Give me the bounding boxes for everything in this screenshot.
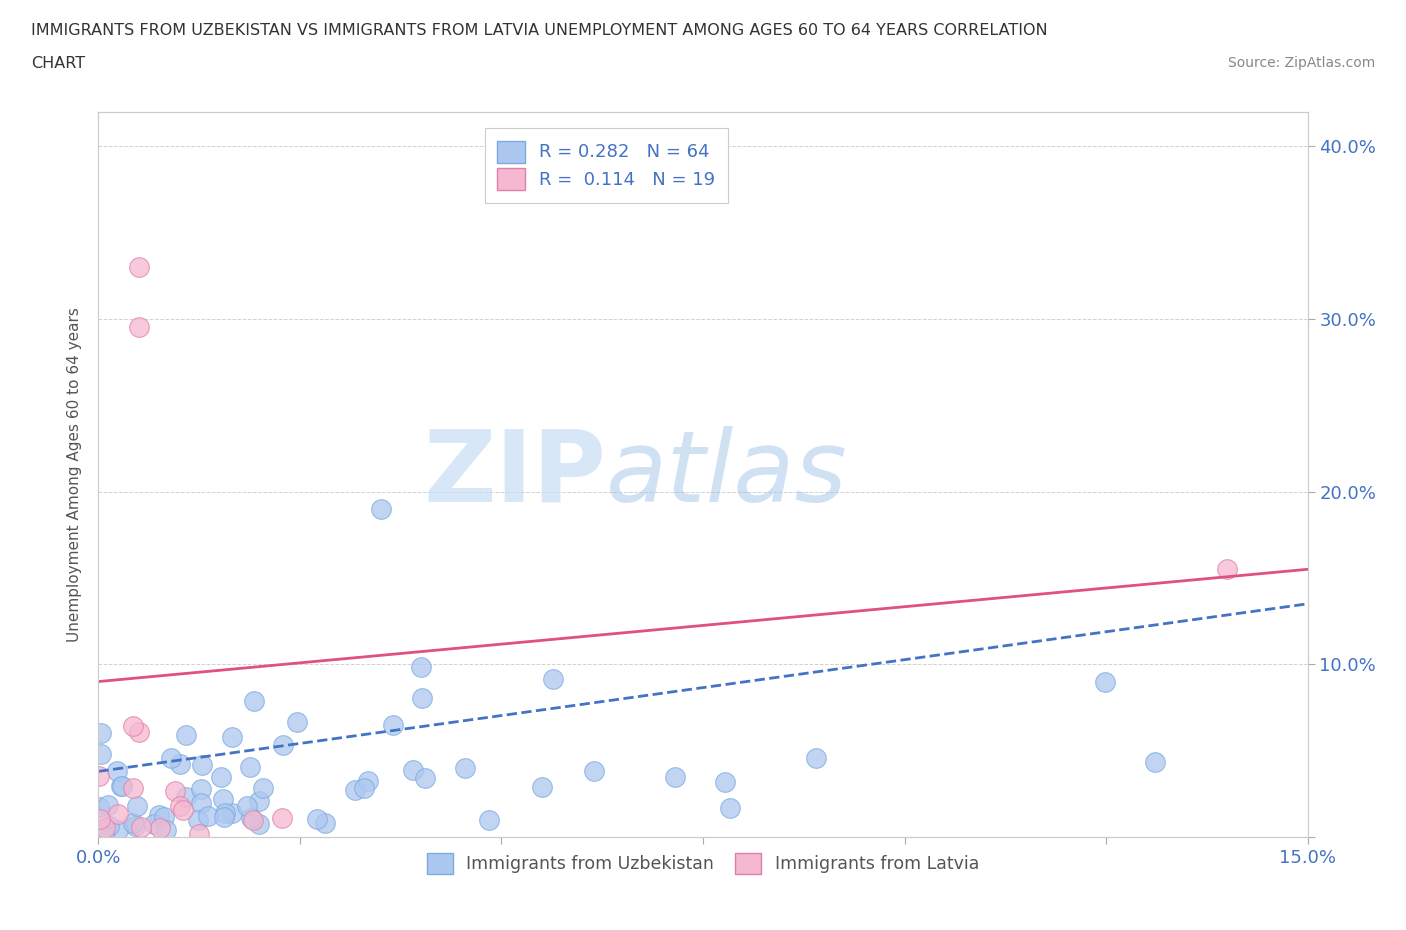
Point [271, 738, 294, 753]
Point [1094, 675, 1116, 690]
Point [105, 764, 128, 778]
Point [411, 691, 433, 706]
Point [148, 807, 170, 822]
Point [172, 802, 194, 817]
Point [582, 764, 605, 778]
Point [1216, 562, 1239, 577]
Point [221, 729, 243, 744]
Point [235, 798, 257, 813]
Point [143, 817, 166, 831]
Point [541, 672, 564, 687]
Point [155, 823, 177, 838]
Point [187, 813, 209, 828]
Point [305, 811, 328, 826]
Point [413, 770, 436, 785]
Point [382, 718, 405, 733]
Point [122, 780, 145, 795]
Text: ZIP: ZIP [423, 426, 606, 523]
Point [107, 806, 129, 821]
Point [174, 790, 197, 804]
Point [169, 798, 191, 813]
Point [128, 320, 150, 335]
Point [122, 719, 145, 734]
Text: atlas: atlas [606, 426, 848, 523]
Point [174, 727, 197, 742]
Point [221, 805, 243, 820]
Point [121, 816, 143, 830]
Point [197, 809, 219, 824]
Y-axis label: Unemployment Among Ages 60 to 64 years: Unemployment Among Ages 60 to 64 years [67, 307, 83, 642]
Point [530, 780, 553, 795]
Point [169, 757, 191, 772]
Point [247, 817, 270, 831]
Point [344, 783, 367, 798]
Point [353, 781, 375, 796]
Point [270, 810, 292, 825]
Point [128, 259, 150, 274]
Point [187, 826, 209, 841]
Point [370, 501, 392, 516]
Point [149, 820, 172, 835]
Text: CHART: CHART [31, 56, 84, 71]
Point [714, 775, 737, 790]
Point [214, 805, 236, 820]
Point [314, 816, 336, 830]
Text: IMMIGRANTS FROM UZBEKISTAN VS IMMIGRANTS FROM LATVIA UNEMPLOYMENT AMONG AGES 60 : IMMIGRANTS FROM UZBEKISTAN VS IMMIGRANTS… [31, 23, 1047, 38]
Text: Source: ZipAtlas.com: Source: ZipAtlas.com [1227, 56, 1375, 70]
Point [128, 724, 150, 739]
Point [93, 828, 115, 843]
Point [664, 769, 686, 784]
Legend: Immigrants from Uzbekistan, Immigrants from Latvia: Immigrants from Uzbekistan, Immigrants f… [418, 844, 988, 883]
Point [190, 796, 212, 811]
Point [110, 778, 132, 793]
Point [107, 823, 129, 838]
Point [190, 757, 212, 772]
Point [89, 812, 111, 827]
Point [243, 694, 266, 709]
Point [89, 799, 111, 814]
Point [718, 800, 741, 815]
Point [163, 784, 186, 799]
Point [153, 809, 176, 824]
Point [90, 747, 112, 762]
Point [239, 811, 262, 826]
Point [478, 813, 501, 828]
Point [159, 751, 181, 765]
Point [357, 774, 380, 789]
Point [454, 761, 477, 776]
Point [111, 778, 134, 793]
Point [97, 798, 120, 813]
Point [209, 769, 232, 784]
Point [402, 763, 425, 777]
Point [98, 818, 121, 833]
Point [411, 659, 433, 674]
Point [125, 798, 148, 813]
Point [1144, 754, 1167, 769]
Point [90, 725, 112, 740]
Point [131, 819, 153, 834]
Point [287, 715, 309, 730]
Point [214, 809, 236, 824]
Point [211, 791, 233, 806]
Point [804, 751, 827, 765]
Point [190, 782, 212, 797]
Point [89, 768, 111, 783]
Point [242, 813, 264, 828]
Point [239, 760, 262, 775]
Point [124, 819, 146, 834]
Point [94, 821, 117, 836]
Point [252, 780, 274, 795]
Point [247, 793, 270, 808]
